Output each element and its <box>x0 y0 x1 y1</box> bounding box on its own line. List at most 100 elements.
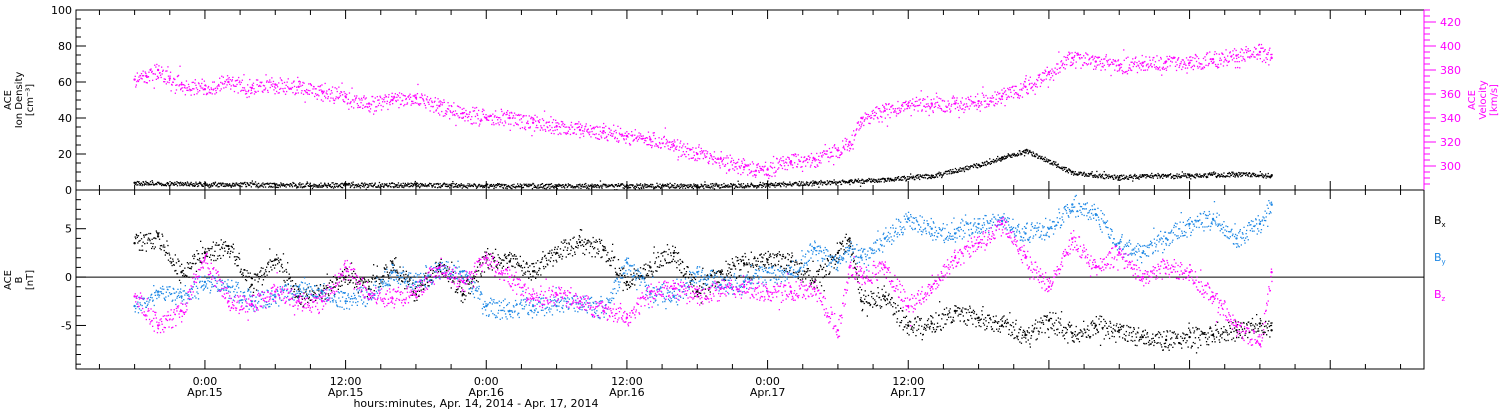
velocity-point <box>1196 56 1198 58</box>
density-point <box>442 184 444 186</box>
velocity-point <box>492 122 495 124</box>
velocity-point <box>889 117 891 119</box>
density-point <box>452 186 454 188</box>
density-point <box>648 185 651 187</box>
velocity-point <box>197 82 200 84</box>
velocity-axis-label-line: ACE <box>1467 90 1478 110</box>
velocity-point <box>568 127 570 129</box>
density-point <box>531 188 534 190</box>
velocity-point <box>871 117 873 119</box>
density-point <box>1264 174 1266 177</box>
velocity-point <box>834 144 836 146</box>
velocity-point <box>945 105 947 107</box>
velocity-point <box>528 115 530 117</box>
velocity-point <box>480 120 482 123</box>
velocity-point <box>519 119 521 121</box>
velocity-point <box>1071 63 1074 66</box>
density-point <box>619 185 621 187</box>
density-point <box>801 184 804 186</box>
velocity-point <box>725 157 727 159</box>
density-point <box>747 184 749 187</box>
density-point <box>324 182 326 184</box>
velocity-point <box>1136 71 1139 74</box>
density-point <box>382 185 384 188</box>
velocity-point <box>1047 73 1049 75</box>
velocity-point <box>917 104 920 107</box>
velocity-point <box>192 81 194 83</box>
velocity-point <box>1146 63 1148 66</box>
velocity-data-point <box>578 128 582 132</box>
density-point <box>187 184 190 187</box>
velocity-point <box>286 81 288 83</box>
density-point <box>662 184 664 187</box>
velocity-point <box>171 84 173 86</box>
velocity-point <box>534 114 536 116</box>
velocity-point <box>896 113 898 115</box>
velocity-point <box>594 126 596 128</box>
velocity-point <box>733 169 736 171</box>
velocity-data-point <box>321 90 324 93</box>
velocity-point <box>460 112 462 115</box>
density-point <box>1186 177 1188 179</box>
density-point <box>781 182 783 184</box>
density-point <box>407 182 409 184</box>
density-point <box>1194 174 1196 176</box>
bx-point <box>234 263 236 265</box>
density-point <box>728 186 730 188</box>
density-point <box>1164 175 1166 177</box>
velocity-point <box>513 112 516 114</box>
density-point <box>173 184 175 186</box>
density-point <box>1015 155 1017 157</box>
velocity-point <box>1134 57 1136 59</box>
velocity-point <box>559 132 561 134</box>
density-point <box>1051 162 1054 164</box>
density-point <box>564 184 566 187</box>
velocity-point <box>480 118 482 120</box>
density-point <box>1145 174 1148 176</box>
velocity-point <box>1145 65 1148 67</box>
density-point <box>500 186 502 188</box>
velocity-point <box>1067 54 1069 57</box>
bx-point <box>229 256 231 258</box>
density-point <box>211 183 213 185</box>
velocity-point <box>398 107 400 109</box>
bx-point <box>295 283 297 285</box>
velocity-point <box>315 88 317 90</box>
density-point <box>809 182 812 184</box>
density-point <box>264 186 267 188</box>
velocity-point <box>1052 70 1054 72</box>
bx-point <box>157 234 159 236</box>
velocity-point <box>1086 53 1088 55</box>
velocity-point <box>706 153 708 155</box>
velocity-point <box>996 103 998 105</box>
density-point <box>252 183 255 186</box>
density-point <box>644 184 646 186</box>
density-point <box>284 184 287 186</box>
velocity-point <box>864 112 866 114</box>
density-point <box>901 176 903 178</box>
density-point <box>317 186 319 188</box>
density-point <box>332 182 334 184</box>
velocity-point <box>597 126 599 128</box>
velocity-point <box>358 106 361 108</box>
density-point <box>289 185 291 188</box>
density-point <box>230 185 232 187</box>
velocity-point <box>374 110 376 112</box>
bx-point <box>212 254 214 256</box>
density-point <box>773 184 776 187</box>
velocity-point <box>372 95 374 98</box>
density-point <box>164 184 166 187</box>
velocity-point <box>774 175 776 177</box>
velocity-point <box>920 102 922 104</box>
velocity-point <box>327 97 329 100</box>
density-point <box>661 184 663 187</box>
velocity-point <box>744 163 746 166</box>
density-point <box>1061 168 1064 170</box>
velocity-point <box>244 89 246 91</box>
velocity-point <box>678 149 680 151</box>
density-point <box>906 178 908 180</box>
bx-point <box>144 243 146 245</box>
velocity-point <box>1100 58 1103 61</box>
density-point <box>879 178 882 181</box>
density-point <box>496 185 498 187</box>
